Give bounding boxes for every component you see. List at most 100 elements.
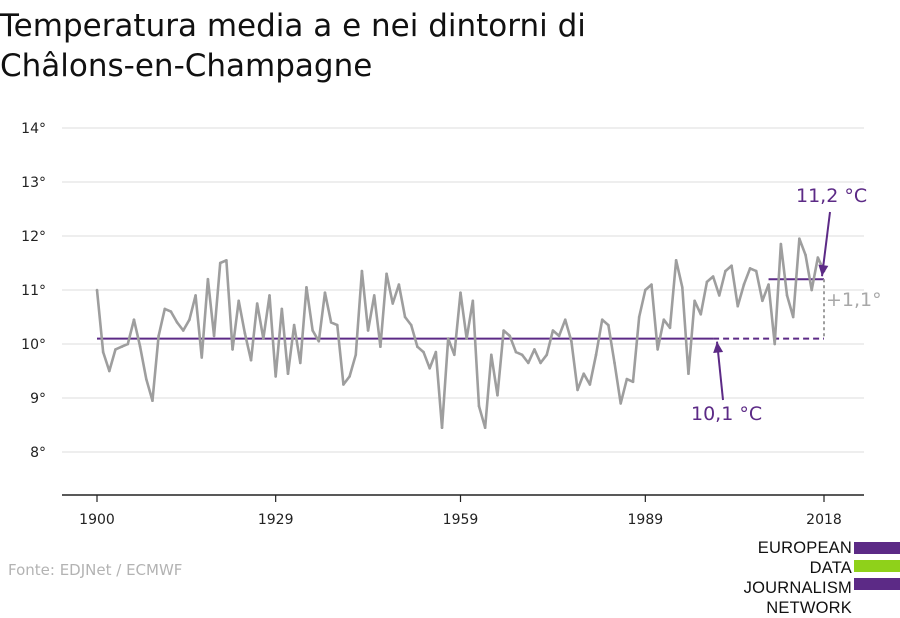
series-line: [95, 237, 826, 429]
data-point: [576, 388, 579, 392]
data-point: [662, 318, 666, 322]
data-point: [693, 299, 696, 303]
data-point: [446, 337, 450, 340]
annotations: 10,1 °C 11,2 °C +1,1°: [691, 185, 882, 425]
data-point: [631, 380, 635, 384]
data-point: [730, 264, 733, 268]
data-point: [329, 321, 333, 324]
data-point: [243, 331, 247, 335]
data-point: [545, 353, 549, 357]
data-point: [668, 326, 672, 330]
data-point: [496, 394, 499, 397]
data-point: [563, 318, 567, 322]
difference-label: +1,1°: [826, 289, 882, 311]
data-point: [317, 340, 321, 343]
data-point: [773, 342, 777, 346]
data-point: [169, 310, 173, 313]
data-point: [335, 323, 339, 327]
data-point: [637, 315, 641, 319]
data-point: [237, 299, 241, 303]
data-point: [360, 269, 364, 273]
x-tick-label: 1900: [79, 512, 115, 528]
logo-text: EUROPEAN DATA JOURNALISM NETWORK: [700, 538, 852, 618]
data-point: [761, 299, 764, 303]
data-point: [717, 294, 721, 297]
x-tick-label: 1929: [258, 512, 294, 528]
data-point: [422, 350, 425, 354]
y-tick-label: 12°: [21, 229, 46, 245]
data-point: [736, 304, 740, 308]
data-point: [212, 334, 216, 338]
y-axis-ticks: 8° 9° 10° 11° 12° 13° 14°: [21, 121, 46, 461]
data-point: [255, 302, 259, 305]
data-point: [526, 361, 530, 365]
x-tick-label: 1959: [443, 512, 479, 528]
recent-mean-label: 11,2 °C: [796, 185, 867, 207]
data-point: [533, 348, 536, 351]
data-point: [490, 353, 493, 357]
data-point: [508, 334, 512, 338]
data-point: [539, 361, 542, 365]
data-point: [409, 323, 413, 327]
data-point: [570, 340, 573, 343]
data-point: [613, 361, 616, 365]
data-point: [711, 275, 715, 278]
logo-line-2: DATA JOURNALISM: [743, 559, 852, 597]
logo-bar-2: [854, 560, 900, 572]
temperature-line-chart: 8° 9° 10° 11° 12° 13° 14° 1900 1929 1959 1989 2018…: [21, 121, 882, 528]
data-point: [144, 377, 148, 381]
data-point: [680, 286, 684, 289]
logo-line-3: NETWORK: [766, 599, 852, 617]
data-point: [607, 323, 610, 327]
data-point: [311, 329, 314, 332]
data-point: [767, 283, 770, 286]
data-point: [625, 377, 629, 381]
data-point: [157, 334, 160, 338]
data-point: [280, 307, 284, 311]
y-tick-label: 10°: [21, 337, 46, 353]
data-point: [742, 283, 746, 286]
y-tick-label: 8°: [30, 445, 46, 461]
data-point: [206, 277, 210, 281]
edjnet-logo: EUROPEAN DATA JOURNALISM NETWORK: [700, 538, 900, 617]
data-point: [453, 353, 456, 357]
data-point: [181, 329, 185, 332]
data-point: [200, 356, 204, 359]
source-note: Fonte: EDJNet / ECMWF: [8, 561, 183, 579]
data-point: [342, 383, 345, 386]
data-point: [650, 283, 653, 286]
data-point: [231, 348, 234, 351]
data-point: [397, 283, 401, 286]
y-tick-label: 9°: [30, 391, 46, 407]
data-point: [274, 375, 277, 378]
x-axis: 1900 1929 1959 1989 2018: [62, 494, 864, 528]
data-point: [379, 345, 382, 349]
data-point: [403, 315, 407, 319]
baseline-arrow-head: [713, 341, 724, 354]
data-point: [644, 288, 647, 292]
data-point: [428, 367, 431, 370]
data-point: [465, 337, 468, 340]
data-point: [600, 318, 604, 322]
data-point: [188, 318, 191, 322]
data-point: [305, 286, 308, 289]
data-point: [619, 402, 622, 405]
data-point: [483, 426, 487, 430]
data-point: [218, 261, 222, 265]
data-point: [262, 337, 265, 340]
data-point: [434, 350, 438, 354]
data-point: [114, 348, 117, 351]
data-point: [804, 253, 807, 257]
data-point: [323, 291, 327, 295]
x-tick-label: 2018: [806, 512, 842, 528]
data-point: [385, 272, 388, 276]
data-point: [557, 334, 561, 338]
data-point: [705, 280, 709, 284]
grid-lines: [62, 127, 864, 453]
data-point: [440, 426, 444, 430]
data-point: [656, 348, 659, 351]
data-point: [286, 372, 290, 376]
data-point: [194, 294, 197, 297]
data-point: [95, 288, 99, 292]
data-point: [502, 329, 505, 332]
